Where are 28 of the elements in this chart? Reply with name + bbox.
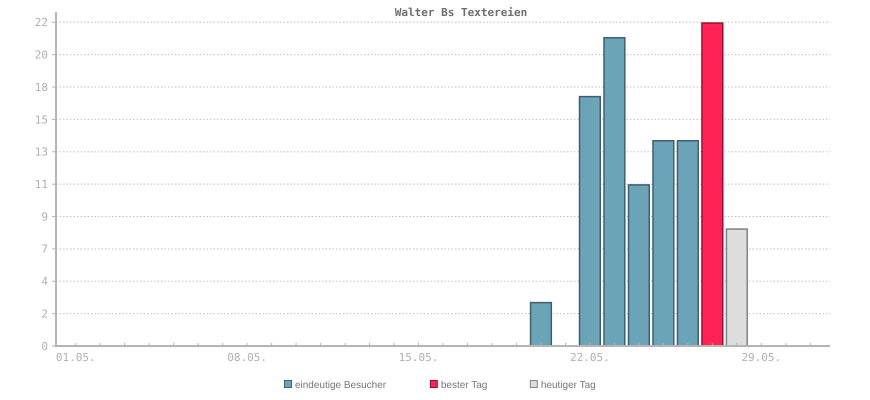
legend-label: eindeutige Besucher xyxy=(294,380,387,391)
y-tick-label: 7 xyxy=(41,242,48,256)
x-tick-label: 22.05. xyxy=(570,351,610,364)
chart-title: Walter Bs Textereien xyxy=(394,6,528,19)
bar xyxy=(676,140,699,347)
y-tick-label: 13 xyxy=(34,146,48,159)
legend-label: bester Tag xyxy=(440,380,488,391)
bar xyxy=(530,302,552,347)
x-tick-label: 01.05. xyxy=(56,351,96,364)
bar xyxy=(603,37,626,347)
bar xyxy=(701,22,724,347)
y-tick-label: 20 xyxy=(34,48,48,62)
legend-label: heutiger Tag xyxy=(540,380,596,391)
y-tick-label: 2 xyxy=(41,307,48,320)
bar xyxy=(628,184,650,347)
bar xyxy=(726,228,748,347)
y-tick-label: 11 xyxy=(34,178,48,191)
y-tick-label: 15 xyxy=(34,113,48,126)
bar xyxy=(652,140,675,347)
y-tick-label: 18 xyxy=(34,80,48,94)
x-tick-label: 08.05. xyxy=(227,351,267,364)
y-tick-label: 22 xyxy=(34,16,48,30)
y-tick-label: 0 xyxy=(41,340,48,353)
y-tick-label: 4 xyxy=(41,275,48,288)
bar xyxy=(578,96,602,347)
x-tick-label: 29.05. xyxy=(741,351,782,364)
x-tick-label: 15.05. xyxy=(398,351,438,364)
y-tick-label: 9 xyxy=(41,210,48,224)
